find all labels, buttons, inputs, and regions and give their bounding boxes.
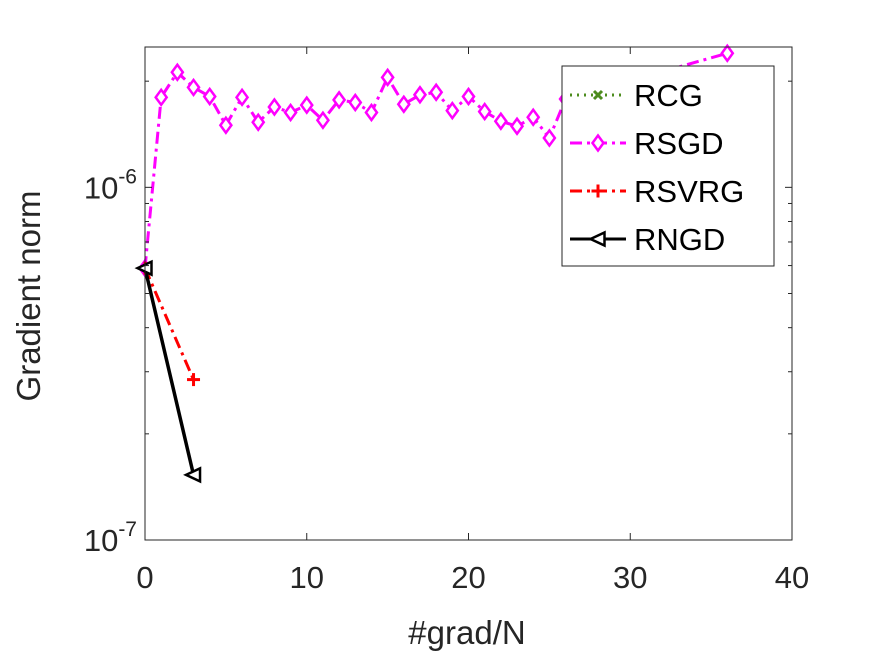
- legend-item-rsvrg: RSVRG: [570, 174, 744, 209]
- x-tick-label: 10: [290, 560, 324, 595]
- data-point-rsgd: [526, 107, 541, 127]
- x-tick-label: 40: [775, 560, 809, 595]
- legend-item-rsgd: RSGD: [570, 126, 724, 161]
- data-point-rsgd: [348, 92, 363, 113]
- legend-marker-rcg-b: [592, 89, 604, 101]
- data-point-rsgd: [186, 77, 201, 98]
- series-line-rsgd: [143, 51, 728, 269]
- data-point-rsgd: [380, 67, 395, 88]
- legend: RCG RSGD RSVRG RNGD: [561, 65, 775, 267]
- legend-box: [561, 65, 775, 267]
- data-point-rsgd: [364, 102, 379, 123]
- legend-item-rngd: RNGD: [570, 222, 725, 257]
- y-axis-title: Gradient norm: [10, 191, 47, 402]
- legend-item-rcg: RCG: [570, 78, 703, 113]
- data-point-rsvrg: [187, 373, 201, 387]
- legend-marker-rsgd: [590, 133, 606, 153]
- data-point-rsgd: [542, 128, 557, 148]
- data-point-rsgd: [429, 82, 444, 102]
- legend-marker-rngd: [587, 230, 606, 248]
- data-point-rsgd: [461, 86, 476, 107]
- data-point-rsgd: [477, 101, 492, 122]
- data-point-rsgd: [170, 62, 185, 82]
- data-point-rsgd: [267, 97, 282, 117]
- data-point-rsgd: [445, 101, 460, 121]
- data-point-rsgd: [493, 111, 508, 131]
- data-point-rsgd: [332, 90, 347, 110]
- data-point-rsgd: [720, 43, 735, 63]
- data-point-rsgd: [412, 85, 428, 105]
- data-point-rsgd: [234, 87, 250, 107]
- legend-marker-rcg: [592, 89, 604, 101]
- data-point-rsgd: [251, 112, 266, 132]
- y-tick-label: 10-7: [84, 518, 137, 558]
- data-point-rngd: [183, 466, 202, 484]
- x-axis-title: #grad/N: [408, 614, 525, 651]
- data-point-rsgd: [315, 110, 330, 130]
- data-point-rsgd: [299, 95, 314, 115]
- data-point-rsgd: [396, 94, 411, 114]
- data-point-rsgd: [218, 115, 233, 135]
- x-tick-label: 0: [136, 560, 153, 595]
- x-tick-label: 30: [613, 560, 647, 595]
- axes-layer: 0 10 20 30 40 10-7 10-6: [84, 46, 809, 595]
- data-point-rsgd: [509, 116, 525, 136]
- x-tick-label: 20: [451, 560, 485, 595]
- data-point-rsgd: [154, 87, 169, 107]
- legend-label-rcg: RCG: [634, 78, 703, 113]
- series-line-rngd: [143, 267, 196, 476]
- legend-label-rsvrg: RSVRG: [634, 174, 744, 209]
- legend-label-rngd: RNGD: [634, 222, 725, 257]
- data-point-rsgd: [283, 102, 298, 123]
- legend-label-rsgd: RSGD: [634, 126, 724, 161]
- legend-marker-rsvrg: [591, 184, 605, 198]
- data-point-rsgd: [202, 86, 217, 107]
- series-line-rsvrg: [143, 267, 195, 381]
- y-tick-label: 10-6: [84, 165, 137, 205]
